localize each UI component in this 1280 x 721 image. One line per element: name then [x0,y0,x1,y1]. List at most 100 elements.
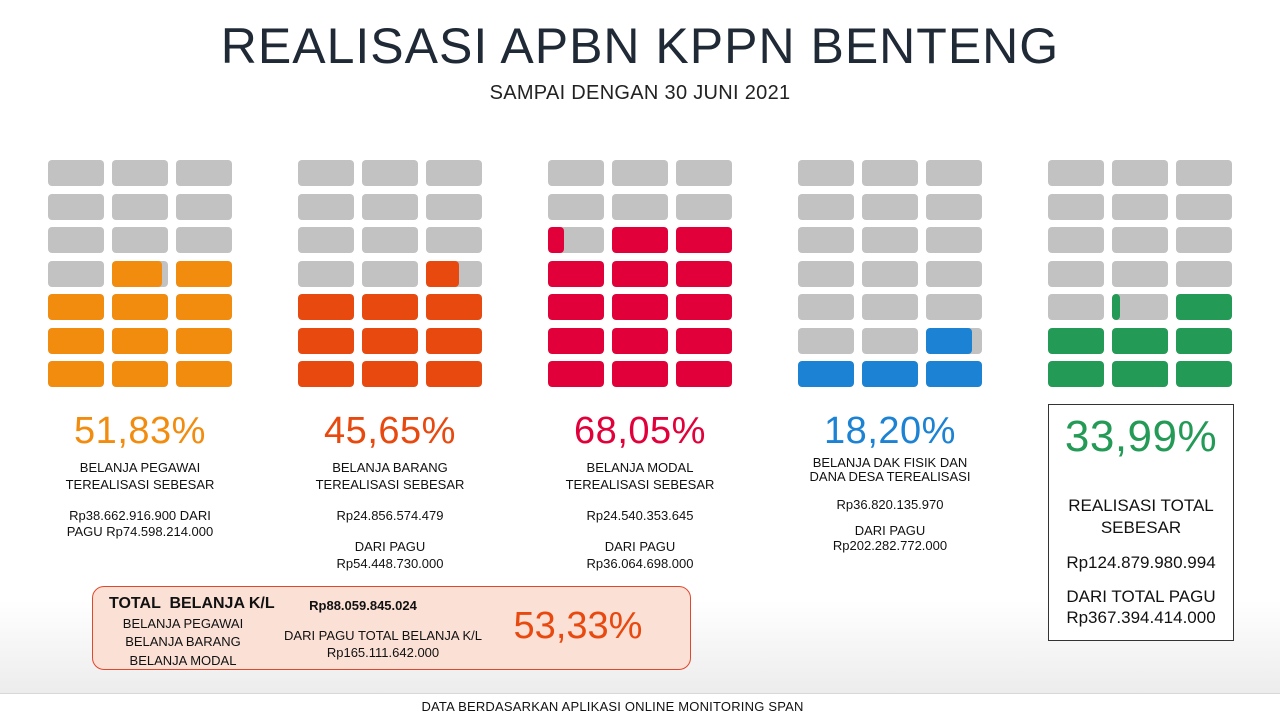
grid-cell-fill [176,260,232,287]
grid-cell [48,294,104,320]
label-pegawai-line2: TEREALISASI SEBESAR [65,477,215,492]
pagu-label-dak: DARI PAGU [854,523,926,538]
grid-cell [176,260,232,287]
grid-cell [548,294,604,320]
grid-cell [362,260,418,287]
pagu-label-modal: DARI PAGU [604,539,676,554]
grid-cell-fill [112,260,162,287]
grid-cell-fill [1176,361,1232,387]
grid-cell-fill [548,294,604,320]
amount-dak: Rp36.820.135.970 [836,497,944,512]
grid-belanja-barang [298,160,488,390]
grid-cell [362,227,418,253]
grid-cell-fill [112,294,168,320]
grid-cell-fill [1112,327,1168,354]
grid-cell [548,227,604,253]
grid-cell-fill [1048,361,1104,387]
grid-cell [798,160,854,186]
grid-belanja-pegawai [48,160,238,390]
grid-cell-fill [612,327,668,354]
grid-cell [612,193,668,220]
grid-cell [1048,227,1104,253]
grid-cell [112,327,168,354]
grid-cell [612,327,668,354]
total-kl-heading: TOTAL BELANJA K/L [109,595,275,612]
grid-cell-fill [926,361,982,387]
grid-cell-fill [1112,361,1168,387]
grid-cell [298,361,354,387]
grid-cell [862,227,918,253]
label-barang-line2: TEREALISASI SEBESAR [315,477,465,492]
amount-modal: Rp24.540.353.645 [586,508,694,523]
grid-cell-fill [676,260,732,287]
grid-cell [176,294,232,320]
grid-cell [1176,193,1232,220]
grid-cell [426,260,482,287]
footer-band [0,693,1280,721]
grid-cell [1176,327,1232,354]
grid-cell-fill [298,327,354,354]
grid-cell-fill [548,260,604,287]
grid-cell-fill [176,327,232,354]
grid-cell-fill [1048,327,1104,354]
grid-cell-fill [1176,327,1232,354]
grid-cell-fill [548,361,604,387]
grid-cell-fill [612,294,668,320]
label-modal-line2: TEREALISASI SEBESAR [565,477,715,492]
grid-cell-fill [676,361,732,387]
grid-cell [298,227,354,253]
label-pegawai-line1: BELANJA PEGAWAI [79,460,201,475]
grid-cell-fill [426,260,459,287]
grid-cell-fill [926,327,973,354]
grid-cell [426,361,482,387]
grid-cell [1112,193,1168,220]
grid-cell [112,160,168,186]
grid-cell-fill [48,327,104,354]
grid-cell [926,260,982,287]
grid-cell [798,260,854,287]
grid-cell [862,193,918,220]
grid-cell [298,327,354,354]
grid-cell [1176,260,1232,287]
grid-cell [48,361,104,387]
grid-cell [612,361,668,387]
grid-cell [1176,227,1232,253]
grid-cell [298,294,354,320]
grid-cell-fill [612,260,668,287]
grid-cell-fill [798,361,854,387]
grid-cell [926,327,982,354]
page-subtitle: SAMPAI DENGAN 30 JUNI 2021 [489,82,791,104]
grid-cell [48,227,104,253]
total-kl-item-barang: BELANJA BARANG [125,634,241,649]
grid-cell [298,193,354,220]
grid-cell [926,361,982,387]
grid-cell [176,160,232,186]
pagu-amount-barang: Rp54.448.730.000 [336,556,444,571]
grid-cell [112,193,168,220]
grid-cell-fill [426,327,482,354]
grid-cell-fill [548,227,565,253]
grid-cell-fill [48,294,104,320]
grid-cell-fill [176,361,232,387]
grid-cell [862,260,918,287]
grid-cell [176,193,232,220]
grid-cell [1048,160,1104,186]
grid-cell-fill [676,327,732,354]
grid-cell [862,327,918,354]
grid-cell [176,361,232,387]
grid-cell [298,160,354,186]
grid-cell [48,193,104,220]
grid-cell [112,260,168,287]
grid-cell [362,160,418,186]
grid-cell [676,260,732,287]
grid-belanja-modal [548,160,738,390]
grid-cell [1176,160,1232,186]
grid-cell [426,227,482,253]
grid-cell [926,160,982,186]
label-barang-line1: BELANJA BARANG [332,460,448,475]
percentage-barang: 45,65% [324,410,456,452]
grid-cell [676,327,732,354]
percentage-pegawai: 51,83% [74,410,206,452]
grid-cell [676,160,732,186]
grid-cell-fill [112,361,168,387]
